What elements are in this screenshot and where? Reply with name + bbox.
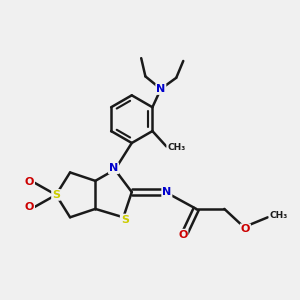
Text: S: S — [121, 214, 129, 224]
Text: O: O — [241, 224, 250, 234]
Text: O: O — [178, 230, 188, 240]
Text: CH₃: CH₃ — [167, 143, 185, 152]
Text: N: N — [156, 84, 166, 94]
Text: N: N — [162, 187, 172, 197]
Text: S: S — [52, 190, 60, 200]
Text: O: O — [25, 177, 34, 187]
Text: CH₃: CH₃ — [269, 212, 288, 220]
Text: N: N — [109, 163, 118, 173]
Text: O: O — [25, 202, 34, 212]
